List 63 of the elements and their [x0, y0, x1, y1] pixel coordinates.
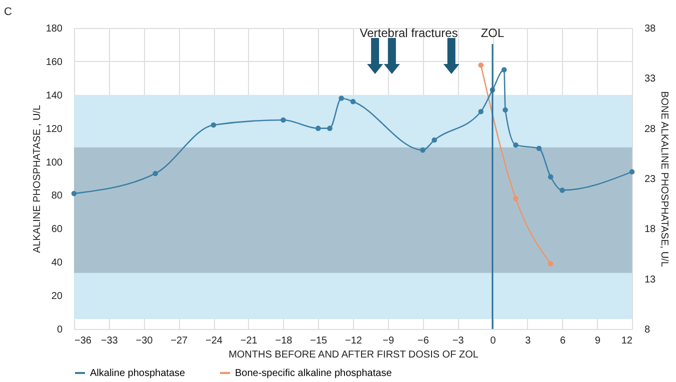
y-tick-label: 160 [46, 56, 63, 68]
point [152, 170, 158, 176]
point [338, 96, 344, 101]
point [548, 174, 554, 180]
y-tick-label: 120 [46, 124, 63, 135]
point [513, 142, 518, 148]
x-tick-label: −9 [382, 336, 395, 346]
legend-label: Alkaline phosphatase [90, 368, 186, 379]
y2-tick-label: 28 [644, 124, 656, 135]
x-tick-label: 9 [594, 336, 601, 346]
y2-tick-label: 33 [644, 74, 656, 85]
point [315, 126, 321, 131]
point [432, 137, 438, 143]
y-axis-title: ALKALINE PHOSPHATASE , U/L [32, 104, 43, 254]
y2-tick-label: 38 [644, 24, 656, 34]
y-tick-label: 20 [51, 291, 63, 302]
x-tick-label: −18 [275, 336, 293, 346]
x-tick-label: −24 [206, 336, 223, 346]
x-tick-label: 0 [490, 336, 496, 346]
y-tick-label: 140 [46, 90, 63, 102]
x-tick-label: 6 [560, 336, 566, 346]
y2-tick-label: 23 [644, 174, 656, 185]
point [536, 146, 542, 152]
y-tick-label: 80 [51, 190, 63, 202]
y-tick-label: 60 [51, 224, 63, 236]
legend-label: Bone-specific alkaline phosphatase [235, 368, 392, 379]
annotation: Vertebral fractures [360, 26, 458, 40]
point [560, 188, 565, 193]
point [548, 261, 554, 266]
point [350, 98, 356, 104]
x-tick-label: −36 [74, 336, 92, 346]
y2-tick-label: 8 [644, 324, 650, 336]
point [501, 67, 507, 72]
x-axis-title: MONTHS BEFORE AND AFTER FIRST DOSIS OF ZOL [228, 350, 479, 360]
point [629, 169, 635, 174]
y-tick-label: 0 [56, 324, 63, 336]
x-tick-label: −30 [136, 336, 154, 346]
y-tick-label: 180 [46, 24, 63, 34]
x-tick-label: −12 [345, 336, 362, 346]
x-tick-label: −3 [452, 336, 464, 346]
point [478, 62, 484, 68]
y2-axis-title: BONE ALKALINE PHOSPHATASE, U/L [658, 91, 670, 268]
ref-line-label: ZOL [480, 26, 504, 40]
x-tick-label: 3 [525, 336, 532, 346]
x-tick-label: −33 [100, 336, 118, 346]
point [420, 147, 426, 153]
point [478, 108, 484, 114]
point [502, 107, 508, 113]
x-tick-label: −15 [310, 336, 328, 346]
x-tick-label: −21 [240, 336, 258, 346]
y-tick-label: 40 [51, 258, 63, 269]
x-tick-label: −27 [170, 336, 188, 346]
point [280, 117, 286, 123]
point [71, 190, 77, 196]
point [513, 196, 518, 202]
y2-tick-label: 13 [644, 274, 656, 286]
y-tick-label: 100 [46, 157, 63, 168]
x-tick-label: 12 [621, 336, 633, 346]
point [210, 122, 216, 128]
text: C [4, 6, 12, 18]
x-tick-label: −6 [418, 336, 430, 346]
point [327, 126, 332, 131]
y2-tick-label: 18 [644, 224, 656, 236]
